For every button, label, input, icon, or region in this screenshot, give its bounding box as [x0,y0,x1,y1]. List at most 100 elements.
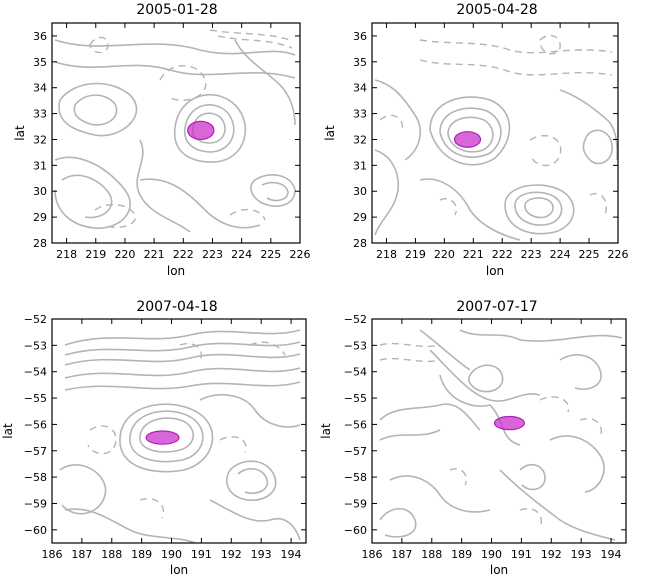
x-tick-label: 224 [550,248,571,261]
x-tick-label: 223 [521,248,542,261]
axis-ticks: 186 187 188 189 190 191 192 193 194 −52 −53 −54 −55 −… [24,313,306,561]
x-tick-label: 186 [362,548,383,561]
x-tick-label: 193 [571,548,592,561]
axis-ticks: 218 219 220 221 222 223 224 225 226 28 29 30 31 32 33 3… [33,23,311,261]
x-axis-label: lon [486,264,504,278]
y-tick-label: −52 [344,313,367,326]
x-tick-label: 220 [114,248,135,261]
y-tick-label: 36 [353,30,367,43]
panel-4: 2007-07-17 186 187 188 189 190 191 192 193 194 −5… [319,299,627,577]
chart-title: 2007-04-18 [136,299,217,315]
x-tick-label: 192 [541,548,562,561]
y-tick-label: −58 [24,471,47,484]
y-tick-label: −55 [24,392,47,405]
y-tick-label: −56 [24,418,47,431]
y-tick-label: −54 [344,366,367,379]
x-axis-label: lon [490,563,508,577]
x-axis-label: lon [170,563,188,577]
x-tick-label: 191 [191,548,212,561]
x-tick-label: 222 [173,248,194,261]
y-tick-label: 36 [33,30,47,43]
x-tick-label: 224 [231,248,252,261]
axes-frame [371,22,619,244]
eddy-marker [187,120,215,141]
panel-2: 2005-04-28 218 219 220 221 222 223 224 225 226 28… [323,2,629,278]
y-tick-label: 35 [353,56,367,69]
y-tick-label: −53 [344,339,367,352]
y-tick-label: 29 [353,211,367,224]
eddy-marker [145,430,180,445]
chart-title: 2005-04-28 [456,2,537,18]
y-tick-label: −56 [344,418,367,431]
x-tick-label: 188 [421,548,442,561]
x-tick-label: 226 [290,248,311,261]
y-tick-label: 32 [353,133,367,146]
y-axis-label: lat [319,423,333,439]
contour-lines [59,329,301,543]
x-tick-label: 222 [492,248,513,261]
x-tick-label: 189 [451,548,472,561]
y-tick-label: 32 [33,133,47,146]
y-tick-label: −57 [24,445,47,458]
axes-frame [51,22,301,244]
eddy-marker [453,131,482,148]
y-tick-label: −60 [24,524,47,537]
y-tick-label: 30 [353,185,367,198]
x-tick-label: 190 [161,548,182,561]
contour-lines [54,29,296,233]
y-tick-label: 34 [353,82,367,95]
chart-title: 2007-07-17 [456,299,537,315]
chart-title: 2005-01-28 [136,2,217,18]
x-tick-label: 220 [434,248,455,261]
y-tick-label: 29 [33,211,47,224]
x-tick-label: 194 [281,548,302,561]
x-tick-label: 226 [608,248,629,261]
contour-lines [379,329,623,541]
axis-ticks: 218 219 220 221 222 223 224 225 226 28 29 30 31 32 33 3… [353,23,629,261]
x-axis-label: lon [167,264,185,278]
contour-lines [374,34,618,241]
x-tick-label: 191 [511,548,532,561]
axes-frame [371,318,627,544]
x-tick-label: 186 [42,548,63,561]
y-tick-label: −52 [24,313,47,326]
y-tick-label: −57 [344,445,367,458]
x-tick-label: 189 [131,548,152,561]
x-tick-label: 225 [260,248,281,261]
eddy-marker [493,415,526,431]
y-tick-label: 30 [33,185,47,198]
axis-ticks: 186 187 188 189 190 191 192 193 194 −52 −53 −54 −55 −… [344,313,626,561]
x-tick-label: 188 [101,548,122,561]
y-tick-label: −60 [344,524,367,537]
x-tick-label: 194 [601,548,622,561]
panel-3: 2007-04-18 186 187 188 189 190 191 192 193 194 −5… [1,299,307,577]
y-tick-label: 28 [33,237,47,250]
axes-frame [51,318,307,544]
y-tick-label: −58 [344,471,367,484]
y-axis-label: lat [13,125,27,141]
x-tick-label: 221 [463,248,484,261]
y-tick-label: −59 [344,497,367,510]
x-tick-label: 219 [85,248,106,261]
y-tick-label: −59 [24,497,47,510]
y-axis-label: lat [1,423,15,439]
x-tick-label: 218 [56,248,77,261]
x-tick-label: 221 [144,248,165,261]
y-tick-label: 33 [33,108,47,121]
x-tick-label: 187 [71,548,92,561]
x-tick-label: 193 [251,548,272,561]
y-tick-label: −53 [24,339,47,352]
y-tick-label: 31 [353,159,367,172]
y-tick-label: 33 [353,108,367,121]
y-tick-label: 35 [33,56,47,69]
x-tick-label: 219 [405,248,426,261]
x-tick-label: 190 [481,548,502,561]
x-tick-label: 192 [221,548,242,561]
panel-1: 2005-01-28 218 219 220 221 222 223 224 225 2 [13,2,311,278]
y-axis-label: lat [323,125,337,141]
x-tick-label: 223 [202,248,223,261]
y-tick-label: −55 [344,392,367,405]
y-tick-label: 31 [33,159,47,172]
y-tick-label: −54 [24,366,47,379]
